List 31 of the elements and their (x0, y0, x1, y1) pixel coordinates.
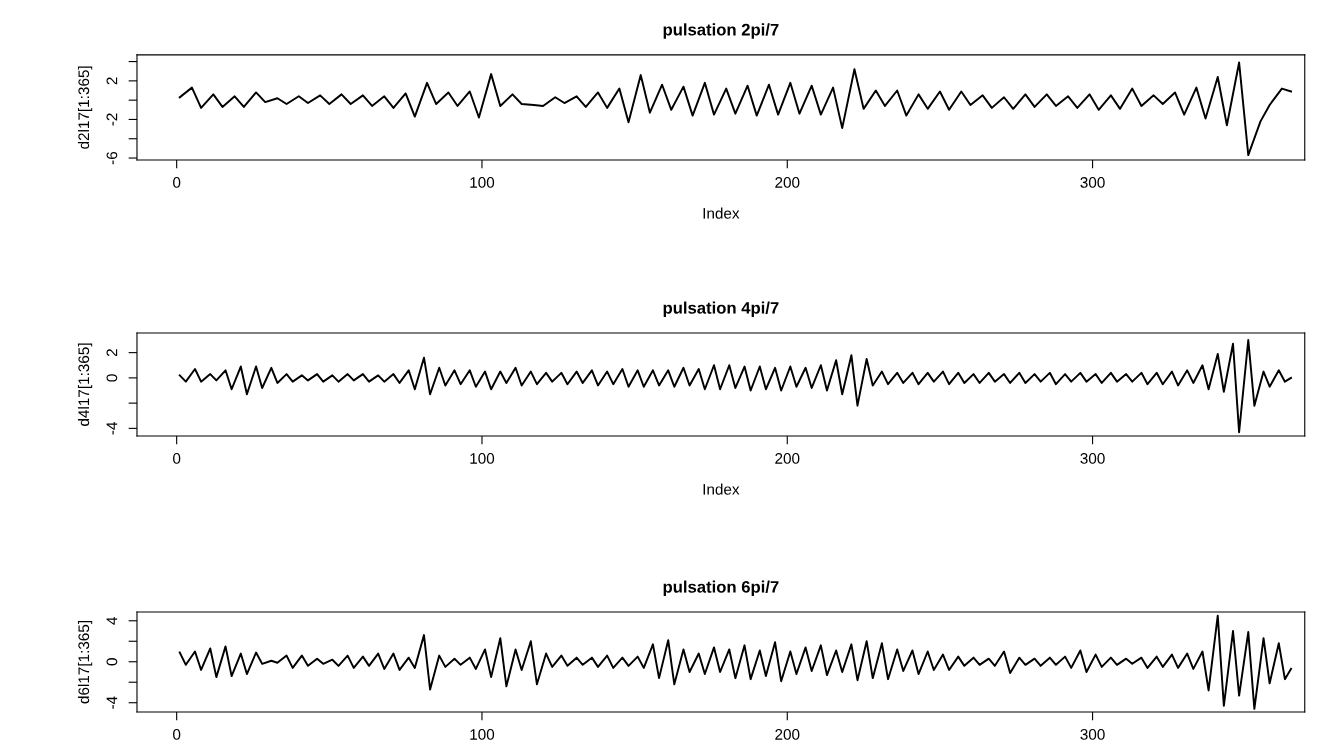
x-tick-label: 0 (173, 177, 181, 188)
line-series (178, 339, 1292, 434)
line-series (178, 61, 1292, 157)
x-tick-label: 0 (173, 453, 181, 464)
x-tick-label: 300 (1080, 453, 1105, 464)
x-tick-label: 100 (470, 729, 495, 740)
y-tick-label: -4 (106, 696, 118, 709)
y-tick-label: 2 (106, 349, 118, 357)
chart-title: pulsation 6pi/7 (663, 580, 779, 597)
x-tick-label: 100 (470, 177, 495, 188)
y-tick-label: 2 (106, 77, 118, 85)
y-axis-title: d6l17[1:365] (77, 621, 93, 704)
y-tick-label: -4 (106, 422, 118, 435)
y-axis-title: d2l17[1:365] (77, 66, 93, 149)
y-tick-label: 4 (106, 616, 118, 625)
y-tick-label: -6 (106, 151, 118, 165)
y-axis-title: d4l17[1:365] (77, 343, 93, 426)
x-tick-label: 300 (1080, 177, 1105, 188)
x-tick-label: 200 (775, 177, 800, 188)
x-tick-label: 300 (1080, 729, 1105, 740)
x-tick-label: 200 (775, 453, 800, 464)
x-axis-title: Index (703, 207, 740, 219)
x-tick-label: 200 (775, 729, 800, 740)
y-tick-label: -2 (106, 113, 118, 126)
x-tick-label: 0 (173, 729, 181, 740)
y-tick-label: 0 (106, 658, 118, 666)
x-axis-title: Index (703, 483, 740, 495)
chart-title: pulsation 2pi/7 (663, 23, 779, 39)
x-tick-label: 100 (470, 453, 495, 464)
chart-title: pulsation 4pi/7 (663, 301, 779, 318)
y-tick-label: 0 (106, 374, 118, 382)
